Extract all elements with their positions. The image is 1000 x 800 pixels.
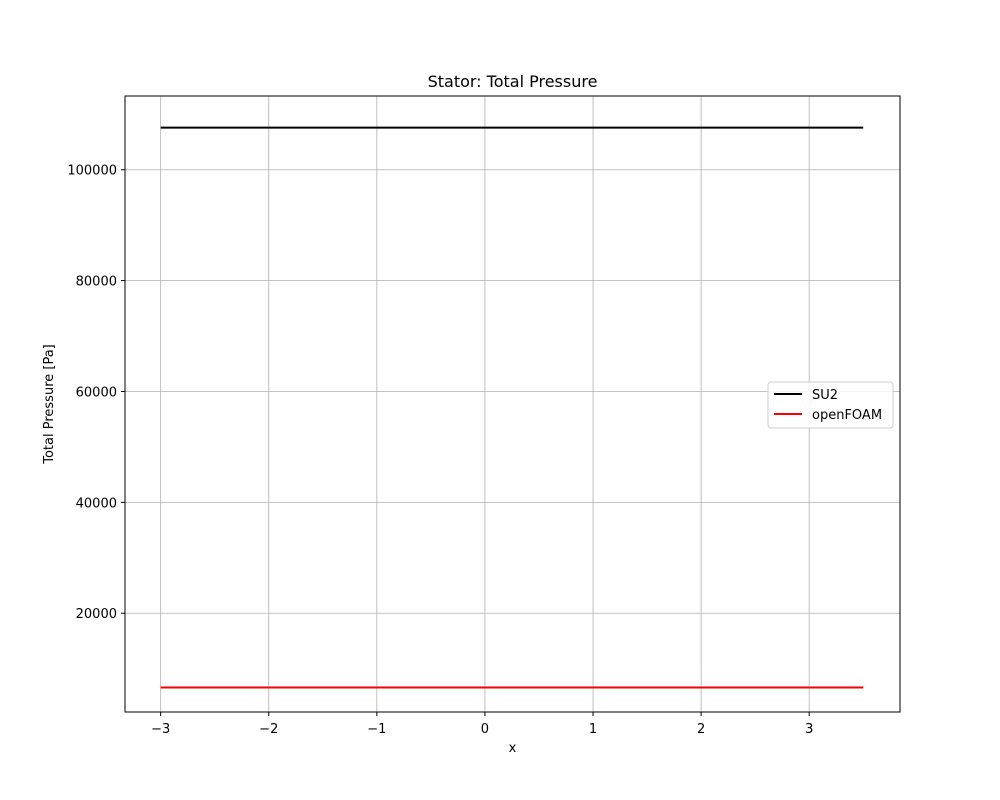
legend-label: SU2: [812, 388, 838, 403]
axes-frame: [124, 95, 901, 713]
x-tick-label: 0: [481, 722, 489, 737]
legend-label: openFOAM: [812, 408, 882, 423]
y-tick-label: 40000: [76, 496, 117, 511]
x-axis-label: x: [509, 741, 517, 756]
chart-title: Stator: Total Pressure: [428, 72, 598, 91]
y-tick-label: 20000: [76, 607, 117, 622]
y-tick-label: 80000: [76, 275, 117, 290]
y-tick-label: 60000: [76, 385, 117, 400]
y-axis-label: Total Pressure [Pa]: [42, 344, 57, 465]
x-tick-label: 1: [589, 722, 597, 737]
plot-series: [160, 126, 864, 689]
legend: SU2 openFOAM: [767, 381, 894, 429]
axis-ticks: −3 −2 −1 0 1 2 3 20000 40000 60000 80000 100000: [67, 164, 813, 737]
x-tick-label: −3: [151, 722, 170, 737]
y-tick-label: 100000: [67, 164, 117, 179]
x-tick-label: −1: [367, 722, 386, 737]
x-tick-label: −2: [259, 722, 278, 737]
x-tick-label: 2: [697, 722, 705, 737]
x-tick-label: 3: [805, 722, 813, 737]
